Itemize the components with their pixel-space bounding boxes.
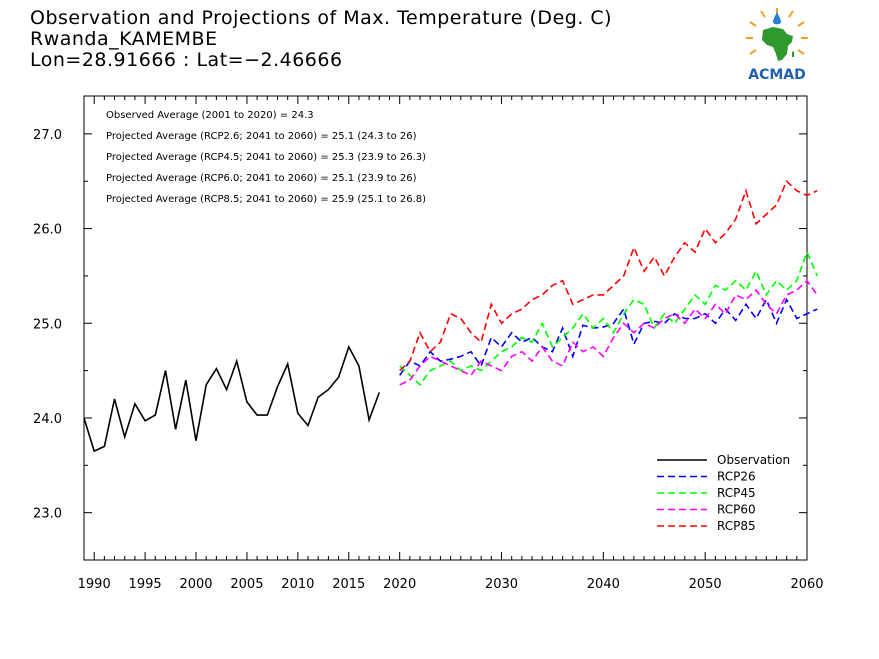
chart-title-block: Observation and Projections of Max. Temp…	[30, 8, 612, 71]
series-line-rcp60	[399, 279, 818, 386]
africa-map-icon: ACMAD	[746, 8, 808, 83]
legend-label-rcp45: RCP45	[717, 486, 756, 500]
series-line-observation	[83, 344, 381, 453]
x-tick-label: 1995	[129, 577, 162, 592]
series-line-rcp85	[399, 179, 818, 372]
legend-label-rcp85: RCP85	[717, 519, 756, 533]
x-tick-label: 2005	[230, 577, 263, 592]
x-tick-label: 2010	[281, 577, 314, 592]
x-tick-label: 2020	[383, 577, 416, 592]
x-tick-label: 2050	[689, 577, 722, 592]
annotation-text: Observed Average (2001 to 2020) = 24.3	[106, 110, 314, 121]
series-line-rcp45	[399, 250, 818, 387]
legend-label-observation: Observation	[717, 453, 790, 467]
annotation-text: Projected Average (RCP4.5; 2041 to 2060)…	[106, 152, 426, 163]
y-tick-label: 25.0	[33, 317, 62, 332]
acmad-logo: ACMAD	[737, 8, 817, 84]
legend-label-rcp26: RCP26	[717, 470, 756, 484]
x-tick-label: 2015	[332, 577, 365, 592]
legend-label-rcp60: RCP60	[717, 503, 756, 517]
x-tick-label: 2000	[179, 577, 212, 592]
series-line-rcp26	[399, 297, 818, 376]
chart-coordinates: Lon=28.91666 : Lat=−2.46666	[30, 49, 343, 71]
plot-frame	[83, 95, 808, 561]
x-tick-label: 2040	[587, 577, 620, 592]
annotation-text: Projected Average (RCP2.6; 2041 to 2060)…	[106, 131, 417, 142]
y-tick-label: 23.0	[33, 507, 62, 522]
annotation-text: Projected Average (RCP8.5; 2041 to 2060)…	[106, 194, 426, 205]
y-tick-label: 27.0	[33, 128, 62, 143]
annotation-text: Projected Average (RCP6.0; 2041 to 2060)…	[106, 173, 417, 184]
chart-location: Rwanda_KAMEMBE	[30, 28, 218, 50]
chart-title: Observation and Projections of Max. Temp…	[30, 7, 613, 29]
x-tick-label: 2060	[790, 577, 823, 592]
y-tick-label: 26.0	[33, 223, 62, 238]
x-tick-label: 1990	[78, 577, 111, 592]
acmad-logo-text: ACMAD	[748, 67, 806, 83]
x-tick-label: 2030	[485, 577, 518, 592]
y-tick-label: 24.0	[33, 412, 62, 427]
